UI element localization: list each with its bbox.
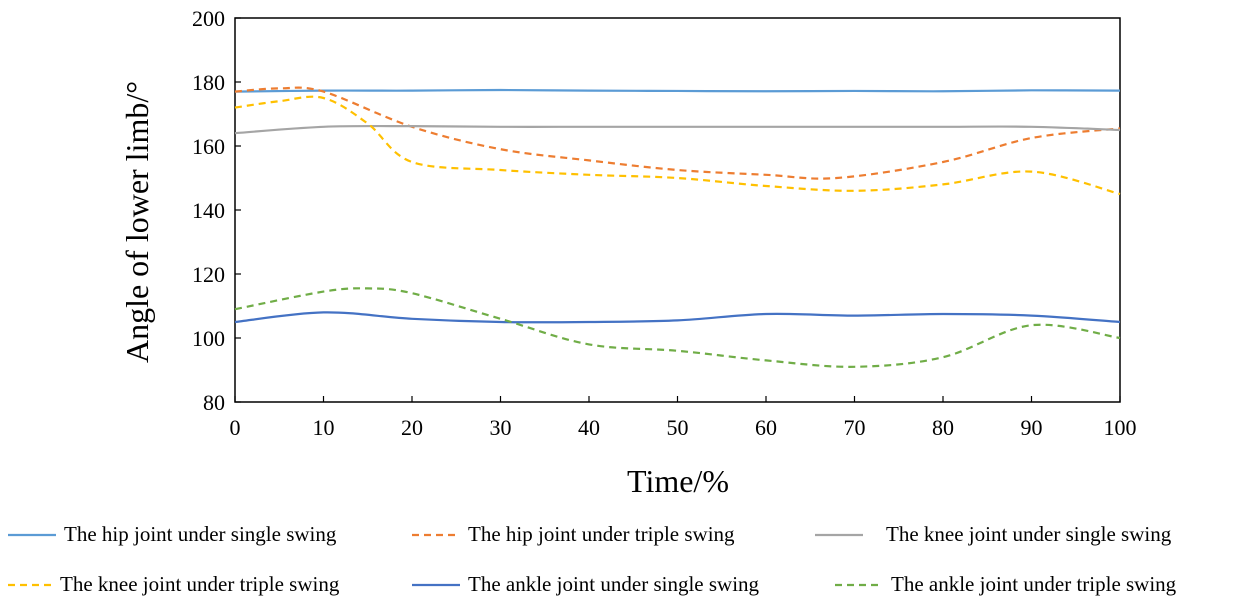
legend-item-6: The ankle joint under triple swing [835,572,1177,596]
x-tick-label: 100 [1104,415,1137,440]
x-tick-label: 50 [667,415,689,440]
plot-frame [234,17,1121,403]
y-tick-label: 180 [192,70,225,95]
legend-item-4: The knee joint under triple swing [8,572,340,596]
series-line-3 [234,124,1121,135]
legend-item-2: The hip joint under triple swing [412,522,735,546]
legend-label: The ankle joint under single swing [468,572,760,596]
legend-item-1: The hip joint under single swing [8,522,337,546]
x-tick-label: 90 [1021,415,1043,440]
y-tick-label: 80 [203,390,225,415]
axis-ticks: 0 10 20 30 40 50 60 70 80 90 100 80 100 120 140 160 180 2… [192,6,1137,440]
y-tick-label: 120 [192,262,225,287]
y-tick-label: 140 [192,198,225,223]
legend-label: The knee joint under single swing [886,522,1172,546]
legend: The hip joint under single swing The hip … [8,522,1177,596]
x-axis-title: Time/% [627,463,729,499]
legend-label: The hip joint under triple swing [468,522,735,546]
legend-item-5: The ankle joint under single swing [412,572,760,596]
legend-label: The ankle joint under triple swing [891,572,1177,596]
series-line-4 [234,95,1121,196]
series-line-6 [234,287,1121,368]
y-axis-title: Angle of lower limb/° [119,81,155,363]
series-line-1 [234,88,1121,93]
series-line-5 [234,311,1121,324]
x-tick-label: 20 [401,415,423,440]
plot-area [234,17,1121,403]
x-tick-label: 40 [578,415,600,440]
x-tick-label: 30 [490,415,512,440]
series-layer [234,86,1121,368]
legend-item-3: The knee joint under single swing [815,522,1172,546]
series-line-2 [234,86,1121,180]
x-tick-label: 70 [844,415,866,440]
legend-label: The knee joint under triple swing [60,572,340,596]
x-tick-label: 60 [755,415,777,440]
x-tick-label: 80 [932,415,954,440]
legend-label: The hip joint under single swing [64,522,337,546]
x-tick-label: 10 [313,415,335,440]
x-tick-label: 0 [230,415,241,440]
y-tick-label: 160 [192,134,225,159]
y-tick-label: 100 [192,326,225,351]
y-tick-label: 200 [192,6,225,31]
